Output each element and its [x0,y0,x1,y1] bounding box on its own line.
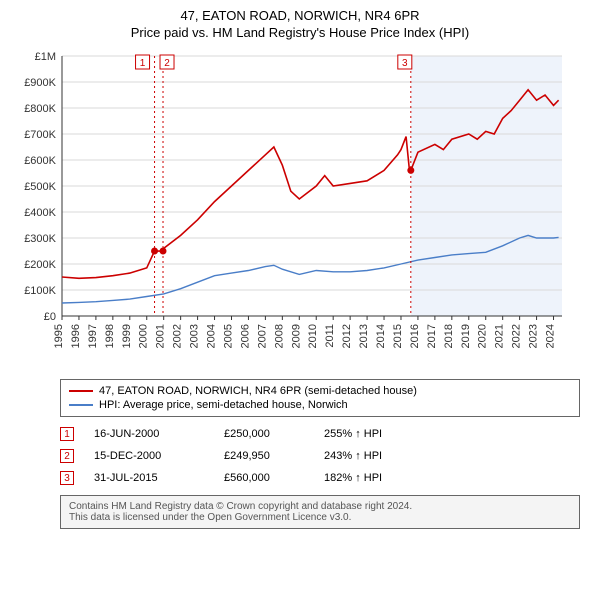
transaction-price: £249,950 [224,450,304,462]
transaction-marker: 1 [60,427,74,441]
svg-text:2021: 2021 [494,324,506,348]
svg-text:2020: 2020 [477,324,489,348]
svg-text:1995: 1995 [53,324,65,348]
transaction-date: 31-JUL-2015 [94,472,204,484]
transaction-price: £250,000 [224,428,304,440]
svg-text:2002: 2002 [172,324,184,348]
svg-text:2014: 2014 [375,324,387,348]
svg-text:1999: 1999 [121,324,133,348]
svg-text:1997: 1997 [87,324,99,348]
transactions-table: 1 16-JUN-2000 £250,000 255% ↑ HPI 2 15-DEC-20… [60,423,580,489]
transaction-marker: 2 [60,449,74,463]
svg-text:£200K: £200K [24,259,56,271]
chart-area: £0 £100K £200K £300K £400K £500K £600K £700K £80… [10,48,590,373]
svg-text:2022: 2022 [511,324,523,348]
svg-text:2024: 2024 [545,324,557,348]
transaction-marker: 3 [60,471,74,485]
transaction-row: 3 31-JUL-2015 £560,000 182% ↑ HPI [60,467,580,489]
svg-text:2016: 2016 [409,324,421,348]
svg-text:2009: 2009 [290,324,302,348]
svg-text:2010: 2010 [307,324,319,348]
legend-swatch [69,404,93,406]
footer-line-2: This data is licensed under the Open Gov… [69,512,571,523]
svg-text:£600K: £600K [24,155,56,167]
chart-title: 47, EATON ROAD, NORWICH, NR4 6PR [10,8,590,23]
svg-text:£100K: £100K [24,285,56,297]
legend-swatch [69,390,93,392]
svg-text:£0: £0 [44,311,56,323]
svg-text:£1M: £1M [35,51,56,63]
line-chart: £0 £100K £200K £300K £400K £500K £600K £700K £80… [10,48,570,368]
legend-item: HPI: Average price, semi-detached house,… [69,398,571,412]
svg-text:2003: 2003 [189,324,201,348]
transaction-pct: 243% ↑ HPI [324,450,424,462]
svg-text:2013: 2013 [358,324,370,348]
chart-container: 47, EATON ROAD, NORWICH, NR4 6PR Price p… [0,0,600,541]
svg-text:2019: 2019 [460,324,472,348]
svg-text:£800K: £800K [24,103,56,115]
svg-text:£700K: £700K [24,129,56,141]
svg-text:£300K: £300K [24,233,56,245]
svg-text:3: 3 [402,58,408,69]
legend-label: HPI: Average price, semi-detached house,… [99,399,348,411]
svg-text:2006: 2006 [239,324,251,348]
transaction-date: 15-DEC-2000 [94,450,204,462]
transaction-pct: 255% ↑ HPI [324,428,424,440]
svg-text:2005: 2005 [222,324,234,348]
svg-text:1996: 1996 [70,324,82,348]
svg-text:2015: 2015 [392,324,404,348]
transaction-date: 16-JUN-2000 [94,428,204,440]
legend: 47, EATON ROAD, NORWICH, NR4 6PR (semi-d… [60,379,580,417]
svg-text:2012: 2012 [341,324,353,348]
legend-label: 47, EATON ROAD, NORWICH, NR4 6PR (semi-d… [99,385,417,397]
svg-text:2: 2 [164,58,170,69]
svg-text:2008: 2008 [273,324,285,348]
transaction-price: £560,000 [224,472,304,484]
svg-text:2001: 2001 [155,324,167,348]
transaction-pct: 182% ↑ HPI [324,472,424,484]
svg-text:2000: 2000 [138,324,150,348]
chart-subtitle: Price paid vs. HM Land Registry's House … [10,25,590,40]
svg-text:1998: 1998 [104,324,116,348]
legend-item: 47, EATON ROAD, NORWICH, NR4 6PR (semi-d… [69,384,571,398]
svg-text:1: 1 [140,58,146,69]
svg-text:£500K: £500K [24,181,56,193]
svg-text:£400K: £400K [24,207,56,219]
attribution-footer: Contains HM Land Registry data © Crown c… [60,495,580,529]
svg-text:2017: 2017 [426,324,438,348]
svg-text:2023: 2023 [528,324,540,348]
svg-text:2018: 2018 [443,324,455,348]
transaction-row: 1 16-JUN-2000 £250,000 255% ↑ HPI [60,423,580,445]
transaction-row: 2 15-DEC-2000 £249,950 243% ↑ HPI [60,445,580,467]
svg-text:2011: 2011 [324,324,336,348]
svg-text:£900K: £900K [24,77,56,89]
footer-line-1: Contains HM Land Registry data © Crown c… [69,501,571,512]
svg-text:2007: 2007 [256,324,268,348]
svg-text:2004: 2004 [206,324,218,348]
